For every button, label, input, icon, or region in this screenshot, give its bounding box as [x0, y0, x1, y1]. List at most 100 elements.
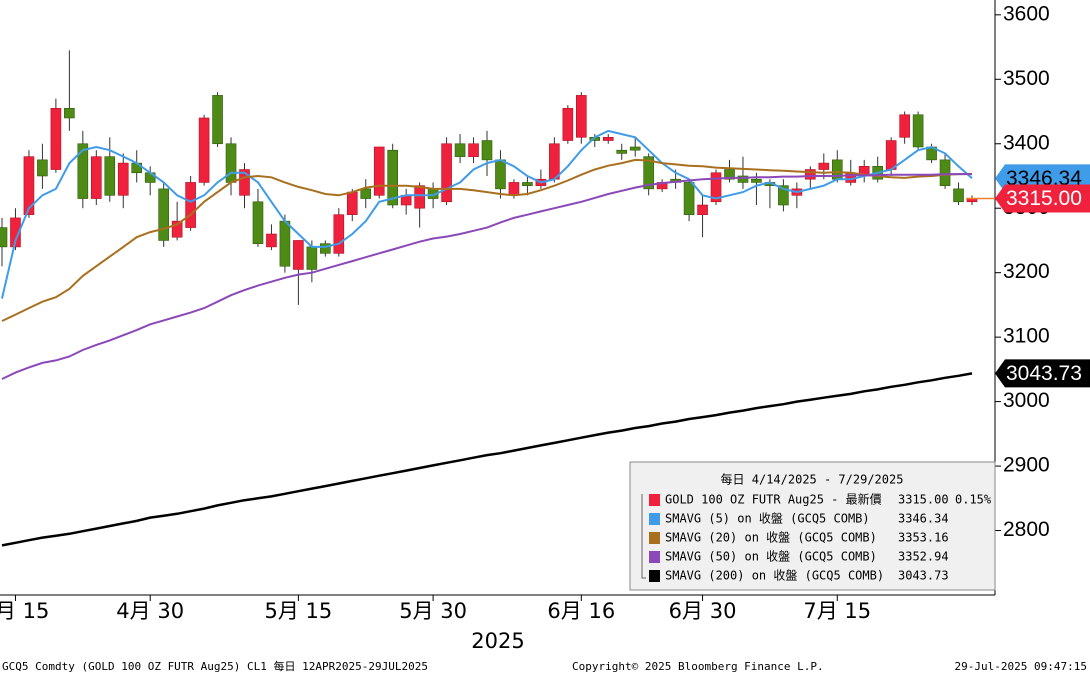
candle-body — [724, 169, 735, 180]
y-tick-label: 3500 — [1003, 67, 1050, 90]
legend-change: 0.15% — [955, 493, 992, 507]
candle-body — [495, 159, 506, 190]
legend-title: 每日 4/14/2025 - 7/29/2025 — [721, 472, 904, 487]
candle-body — [751, 178, 762, 183]
legend-swatch — [649, 494, 660, 506]
candle-body — [266, 233, 277, 248]
legend-swatch — [649, 513, 660, 525]
legend-label: SMAVG (20) on 收盤 (GCQ5 COMB) — [665, 531, 877, 545]
candle-body — [562, 107, 574, 141]
candle-body — [91, 156, 102, 199]
candle-body — [885, 140, 897, 170]
x-tick-label: 4月 30 — [116, 599, 184, 623]
x-tick-label: 5月 30 — [399, 599, 467, 623]
candle-body — [697, 204, 708, 215]
candle-body — [939, 159, 951, 186]
candle-body — [185, 182, 196, 228]
moving-average-line — [1, 158, 973, 322]
y-tick-label: 3200 — [1003, 260, 1050, 283]
footer-left: GCQ5 Comdty (GOLD 100 OZ FUTR Aug25) CL1… — [2, 659, 428, 673]
price-tag-label: 3346.34 — [1006, 167, 1082, 190]
legend-box — [629, 461, 996, 591]
candle-body — [643, 156, 654, 190]
price-tag-label: 3043.73 — [1006, 362, 1082, 385]
legend-swatch — [649, 570, 660, 582]
legend-value: 3315.00 — [898, 493, 949, 507]
legend-swatch — [649, 551, 660, 563]
candle-body — [468, 143, 479, 157]
candle-body — [64, 107, 75, 119]
y-tick-label: 3400 — [1003, 131, 1050, 154]
candle-body — [441, 143, 452, 203]
x-tick-label: 6月 30 — [669, 599, 737, 623]
candle-body — [306, 246, 318, 270]
y-tick-label: 2800 — [1003, 518, 1050, 541]
candle-body — [158, 188, 169, 241]
price-tag — [995, 184, 1090, 213]
legend-value: 3043.73 — [898, 569, 949, 583]
candle-body — [629, 146, 641, 151]
footer-right: 29-Jul-2025 09:47:15 — [955, 660, 1087, 673]
candle-body — [239, 169, 250, 196]
candle-body — [549, 143, 560, 180]
candle-body — [454, 143, 466, 157]
price-tag-label: 3315.00 — [1006, 187, 1082, 210]
y-tick-label: 3000 — [1003, 389, 1050, 412]
candle-body — [818, 162, 830, 170]
candle-body — [333, 214, 345, 254]
candle-body — [346, 191, 358, 215]
moving-average-line — [1, 173, 972, 380]
legend-value: 3346.34 — [898, 512, 949, 526]
candle-body — [778, 185, 789, 206]
candle-body — [522, 182, 533, 186]
candle-body — [10, 217, 21, 248]
y-tick-label: 3100 — [1003, 325, 1050, 348]
x-tick-label: 5月 15 — [265, 599, 333, 623]
candle-body — [481, 140, 493, 161]
candle-body — [953, 188, 964, 203]
candle-body — [373, 146, 385, 196]
candle-body — [508, 182, 520, 196]
candle-body — [602, 137, 614, 141]
x-tick-label: 4月 15 — [0, 599, 49, 623]
candle-body — [320, 243, 331, 254]
moving-average-line — [1, 372, 973, 547]
candle-body — [360, 188, 372, 199]
candle-body — [899, 114, 910, 138]
legend-bracket — [641, 494, 646, 579]
footer-center: Copyright© 2025 Bloomberg Finance L.P. — [572, 660, 824, 673]
legend-value: 3353.16 — [898, 531, 949, 545]
legend-label: SMAVG (50) on 收盤 (GCQ5 COMB) — [665, 550, 877, 564]
candle-body — [710, 172, 722, 203]
candle-body — [37, 159, 48, 177]
candle-body — [0, 227, 8, 248]
candle-body — [805, 169, 816, 180]
y-tick-label: 2900 — [1003, 454, 1050, 477]
candle-body — [50, 107, 62, 170]
candle-body — [198, 117, 210, 183]
candle-body — [616, 149, 628, 154]
candle-body — [737, 175, 749, 183]
legend-value: 3352.94 — [898, 550, 949, 564]
candle-body — [225, 143, 237, 183]
legend-label: SMAVG (5) on 收盤 (GCQ5 COMB) — [665, 512, 870, 526]
candle-body — [252, 201, 264, 244]
x-tick-label: 6月 16 — [547, 599, 615, 623]
candle-body — [576, 95, 587, 138]
candle-body — [414, 185, 425, 209]
x-axis-title: 2025 — [471, 629, 524, 653]
legend-label: GOLD 100 OZ FUTR Aug25 - 最新價 — [665, 492, 882, 507]
candle-body — [104, 156, 116, 196]
candle-body — [212, 95, 223, 145]
candle-body — [293, 240, 304, 270]
candle-body — [683, 182, 695, 215]
candle-body — [77, 143, 89, 199]
x-tick-label: 7月 15 — [803, 599, 871, 623]
legend-swatch — [649, 532, 660, 544]
candle-body — [171, 220, 183, 238]
price-tag — [995, 359, 1090, 388]
candle-body — [117, 162, 129, 196]
candle-body — [912, 114, 924, 148]
candle-body — [23, 156, 35, 215]
